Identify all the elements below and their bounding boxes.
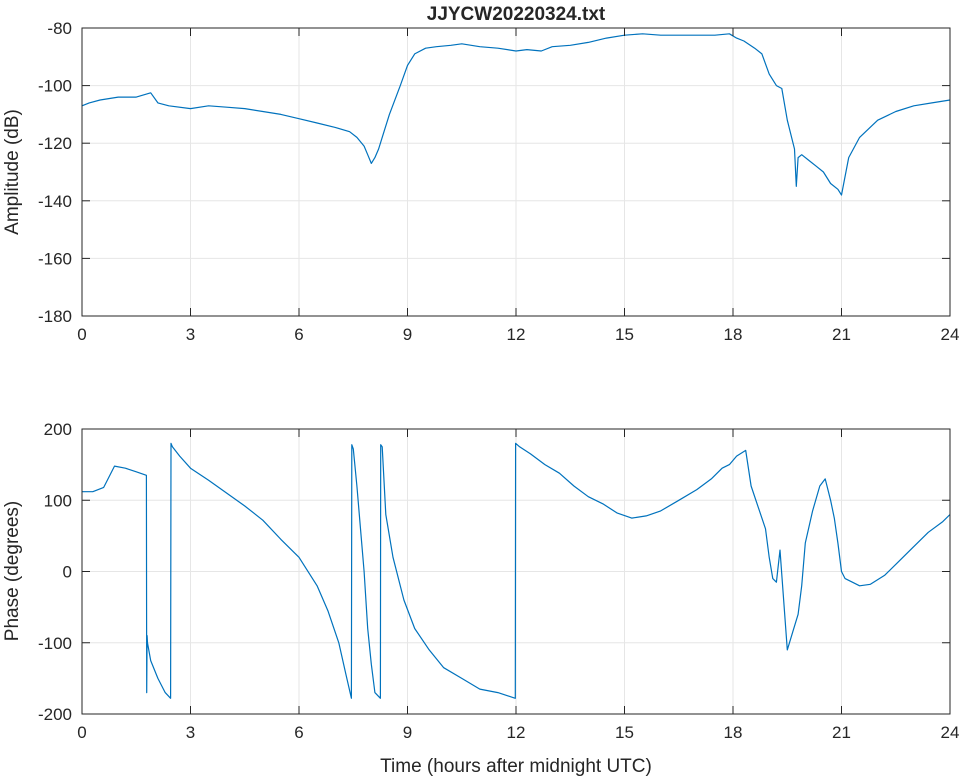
phase-x-tick-label: 3	[186, 723, 195, 742]
chart-title: JJYCW20220324.txt	[427, 4, 606, 25]
amplitude-ticks: 0 3 6 9 12 15 18 21 24 -80 -100 -120 -140 -160 -180	[38, 19, 959, 344]
amplitude-x-tick-label: 15	[615, 325, 634, 344]
phase-x-tick-label: 15	[615, 723, 634, 742]
amplitude-x-tick-label: 9	[403, 325, 412, 344]
phase-series-line	[82, 442, 951, 699]
phase-panel: 0 3 6 9 12 15 18 21 24 200 100 0 -100 -200 Phase (deg…	[2, 420, 959, 777]
amplitude-x-tick-label: 3	[186, 325, 195, 344]
phase-x-tick-label: 6	[294, 723, 303, 742]
phase-y-axis-label: Phase (degrees)	[2, 501, 23, 641]
phase-x-tick-label: 0	[77, 723, 86, 742]
phase-y-tick-label: -100	[38, 634, 72, 653]
amplitude-y-tick-label: -80	[47, 19, 72, 38]
amplitude-x-tick-label: 6	[294, 325, 303, 344]
phase-x-axis-label: Time (hours after midnight UTC)	[380, 756, 652, 777]
amplitude-x-tick-label: 0	[77, 325, 86, 344]
phase-ticks: 0 3 6 9 12 15 18 21 24 200 100 0 -100 -200	[38, 420, 959, 742]
phase-y-tick-label: 0	[63, 563, 72, 582]
amplitude-y-tick-label: -140	[38, 192, 72, 211]
amplitude-y-tick-label: -180	[38, 307, 72, 326]
amplitude-y-tick-label: -100	[38, 77, 72, 96]
amplitude-x-tick-label: 21	[832, 325, 851, 344]
phase-x-tick-label: 18	[724, 723, 743, 742]
amplitude-y-axis-label: Amplitude (dB)	[2, 109, 23, 235]
amplitude-y-tick-label: -120	[38, 134, 72, 153]
amplitude-y-tick-label: -160	[38, 249, 72, 268]
phase-y-tick-label: 200	[44, 420, 72, 439]
amplitude-panel: 0 3 6 9 12 15 18 21 24 -80 -100 -120 -140 -160 -180 Am…	[2, 19, 959, 344]
amplitude-x-tick-label: 12	[507, 325, 526, 344]
phase-x-tick-label: 9	[403, 723, 412, 742]
amplitude-x-tick-label: 18	[724, 325, 743, 344]
phase-x-tick-label: 21	[832, 723, 851, 742]
amplitude-x-tick-label: 24	[941, 325, 960, 344]
amplitude-series-line	[81, 33, 951, 196]
phase-x-tick-label: 12	[507, 723, 526, 742]
phase-y-tick-label: -200	[38, 705, 72, 724]
phase-x-tick-label: 24	[941, 723, 960, 742]
phase-y-tick-label: 100	[44, 491, 72, 510]
